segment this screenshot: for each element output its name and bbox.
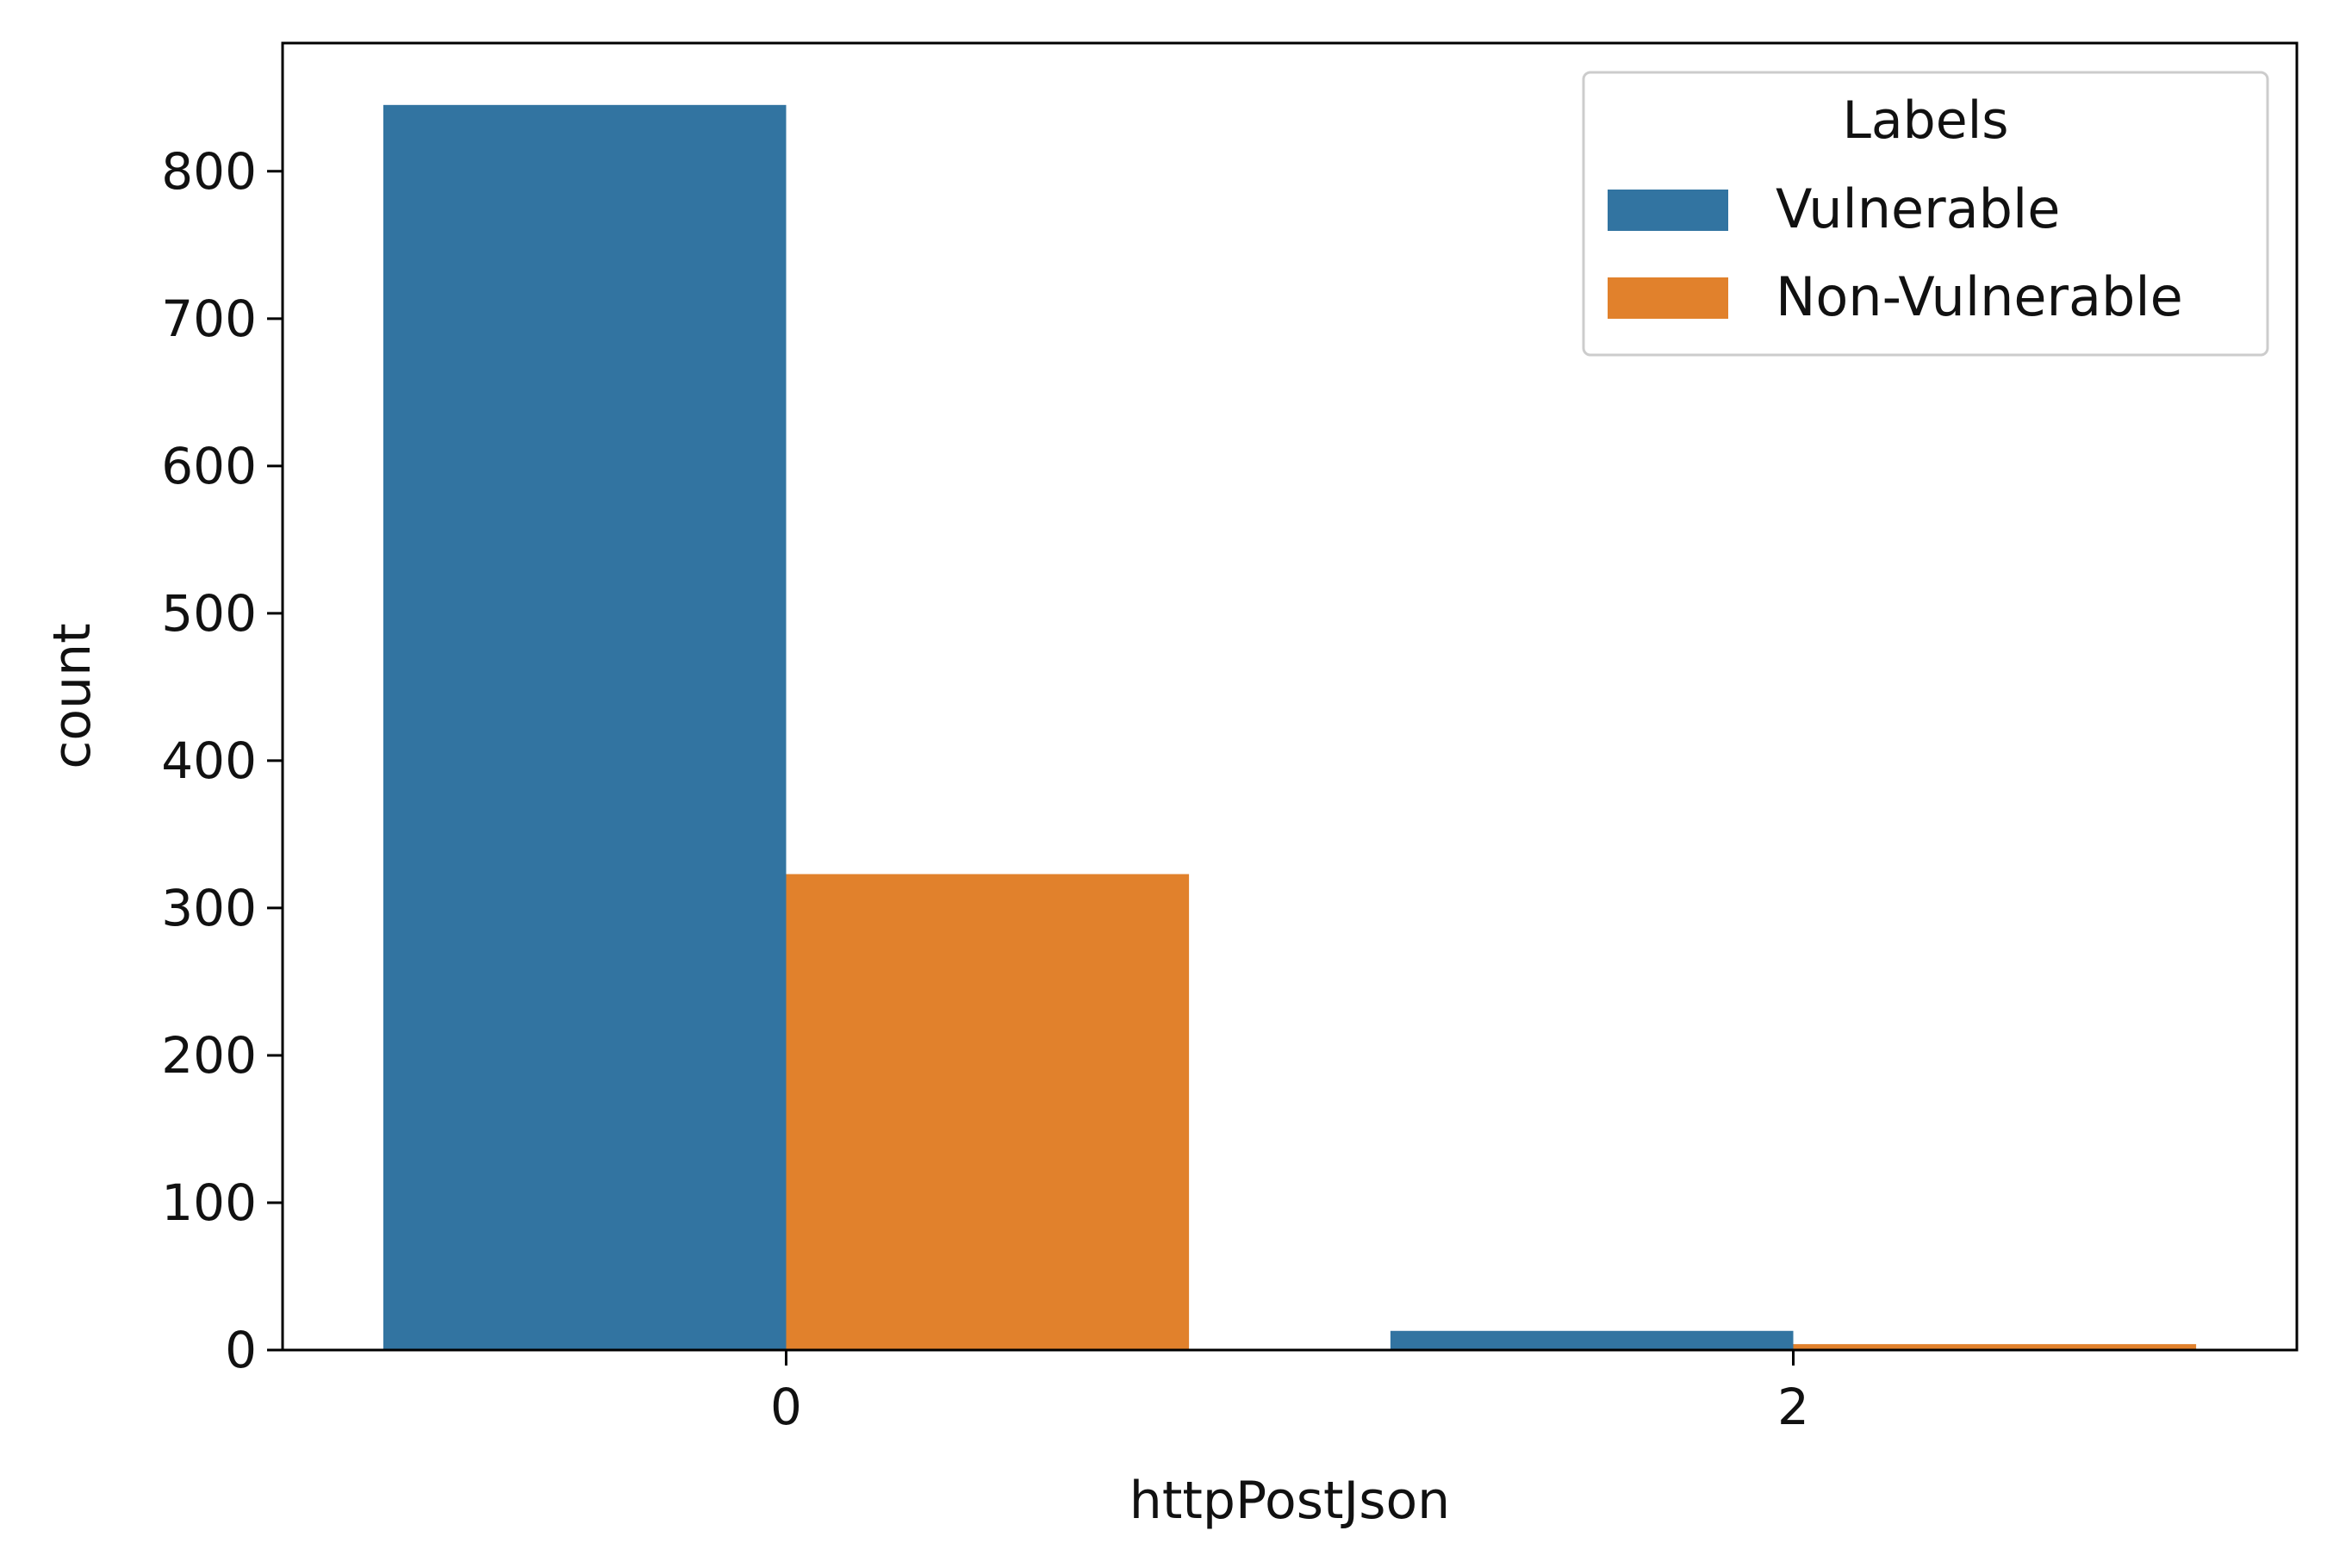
y-tick-label: 0 [225, 1321, 257, 1379]
legend-title: Labels [1842, 90, 2008, 151]
y-tick-label: 400 [161, 731, 257, 790]
legend-label-non-vulnerable: Non-Vulnerable [1776, 265, 2183, 328]
x-axis-label: httpPostJson [1129, 1471, 1450, 1531]
x-tick-label: 0 [770, 1378, 802, 1436]
y-tick-label: 300 [161, 879, 257, 937]
y-tick-label: 600 [161, 437, 257, 495]
bar-non-vulnerable-0 [786, 874, 1190, 1350]
legend-box [1582, 71, 2269, 357]
y-tick-label: 500 [161, 584, 257, 643]
x-tick-label: 2 [1777, 1378, 1809, 1436]
plot-frame [281, 41, 2299, 1352]
y-tick-label: 700 [161, 289, 257, 348]
legend-label-vulnerable: Vulnerable [1776, 177, 2060, 240]
legend: Labels Vulnerable Non-Vulnerable [1582, 71, 2269, 357]
y-tick-label: 100 [161, 1173, 257, 1232]
y-tick-label: 800 [161, 142, 257, 201]
bar-non-vulnerable-2 [1793, 1344, 2197, 1350]
bars-layer [383, 104, 2197, 1350]
y-tick-label: 200 [161, 1026, 257, 1085]
legend-swatch-non-vulnerable [1608, 277, 1728, 319]
y-axis: 0 100 200 300 400 500 600 700 800 [161, 142, 283, 1379]
legend-swatch-vulnerable [1608, 190, 1728, 231]
y-axis-label: count [42, 623, 103, 768]
bar-vulnerable-2 [1390, 1330, 1794, 1350]
bar-vulnerable-0 [383, 104, 787, 1350]
